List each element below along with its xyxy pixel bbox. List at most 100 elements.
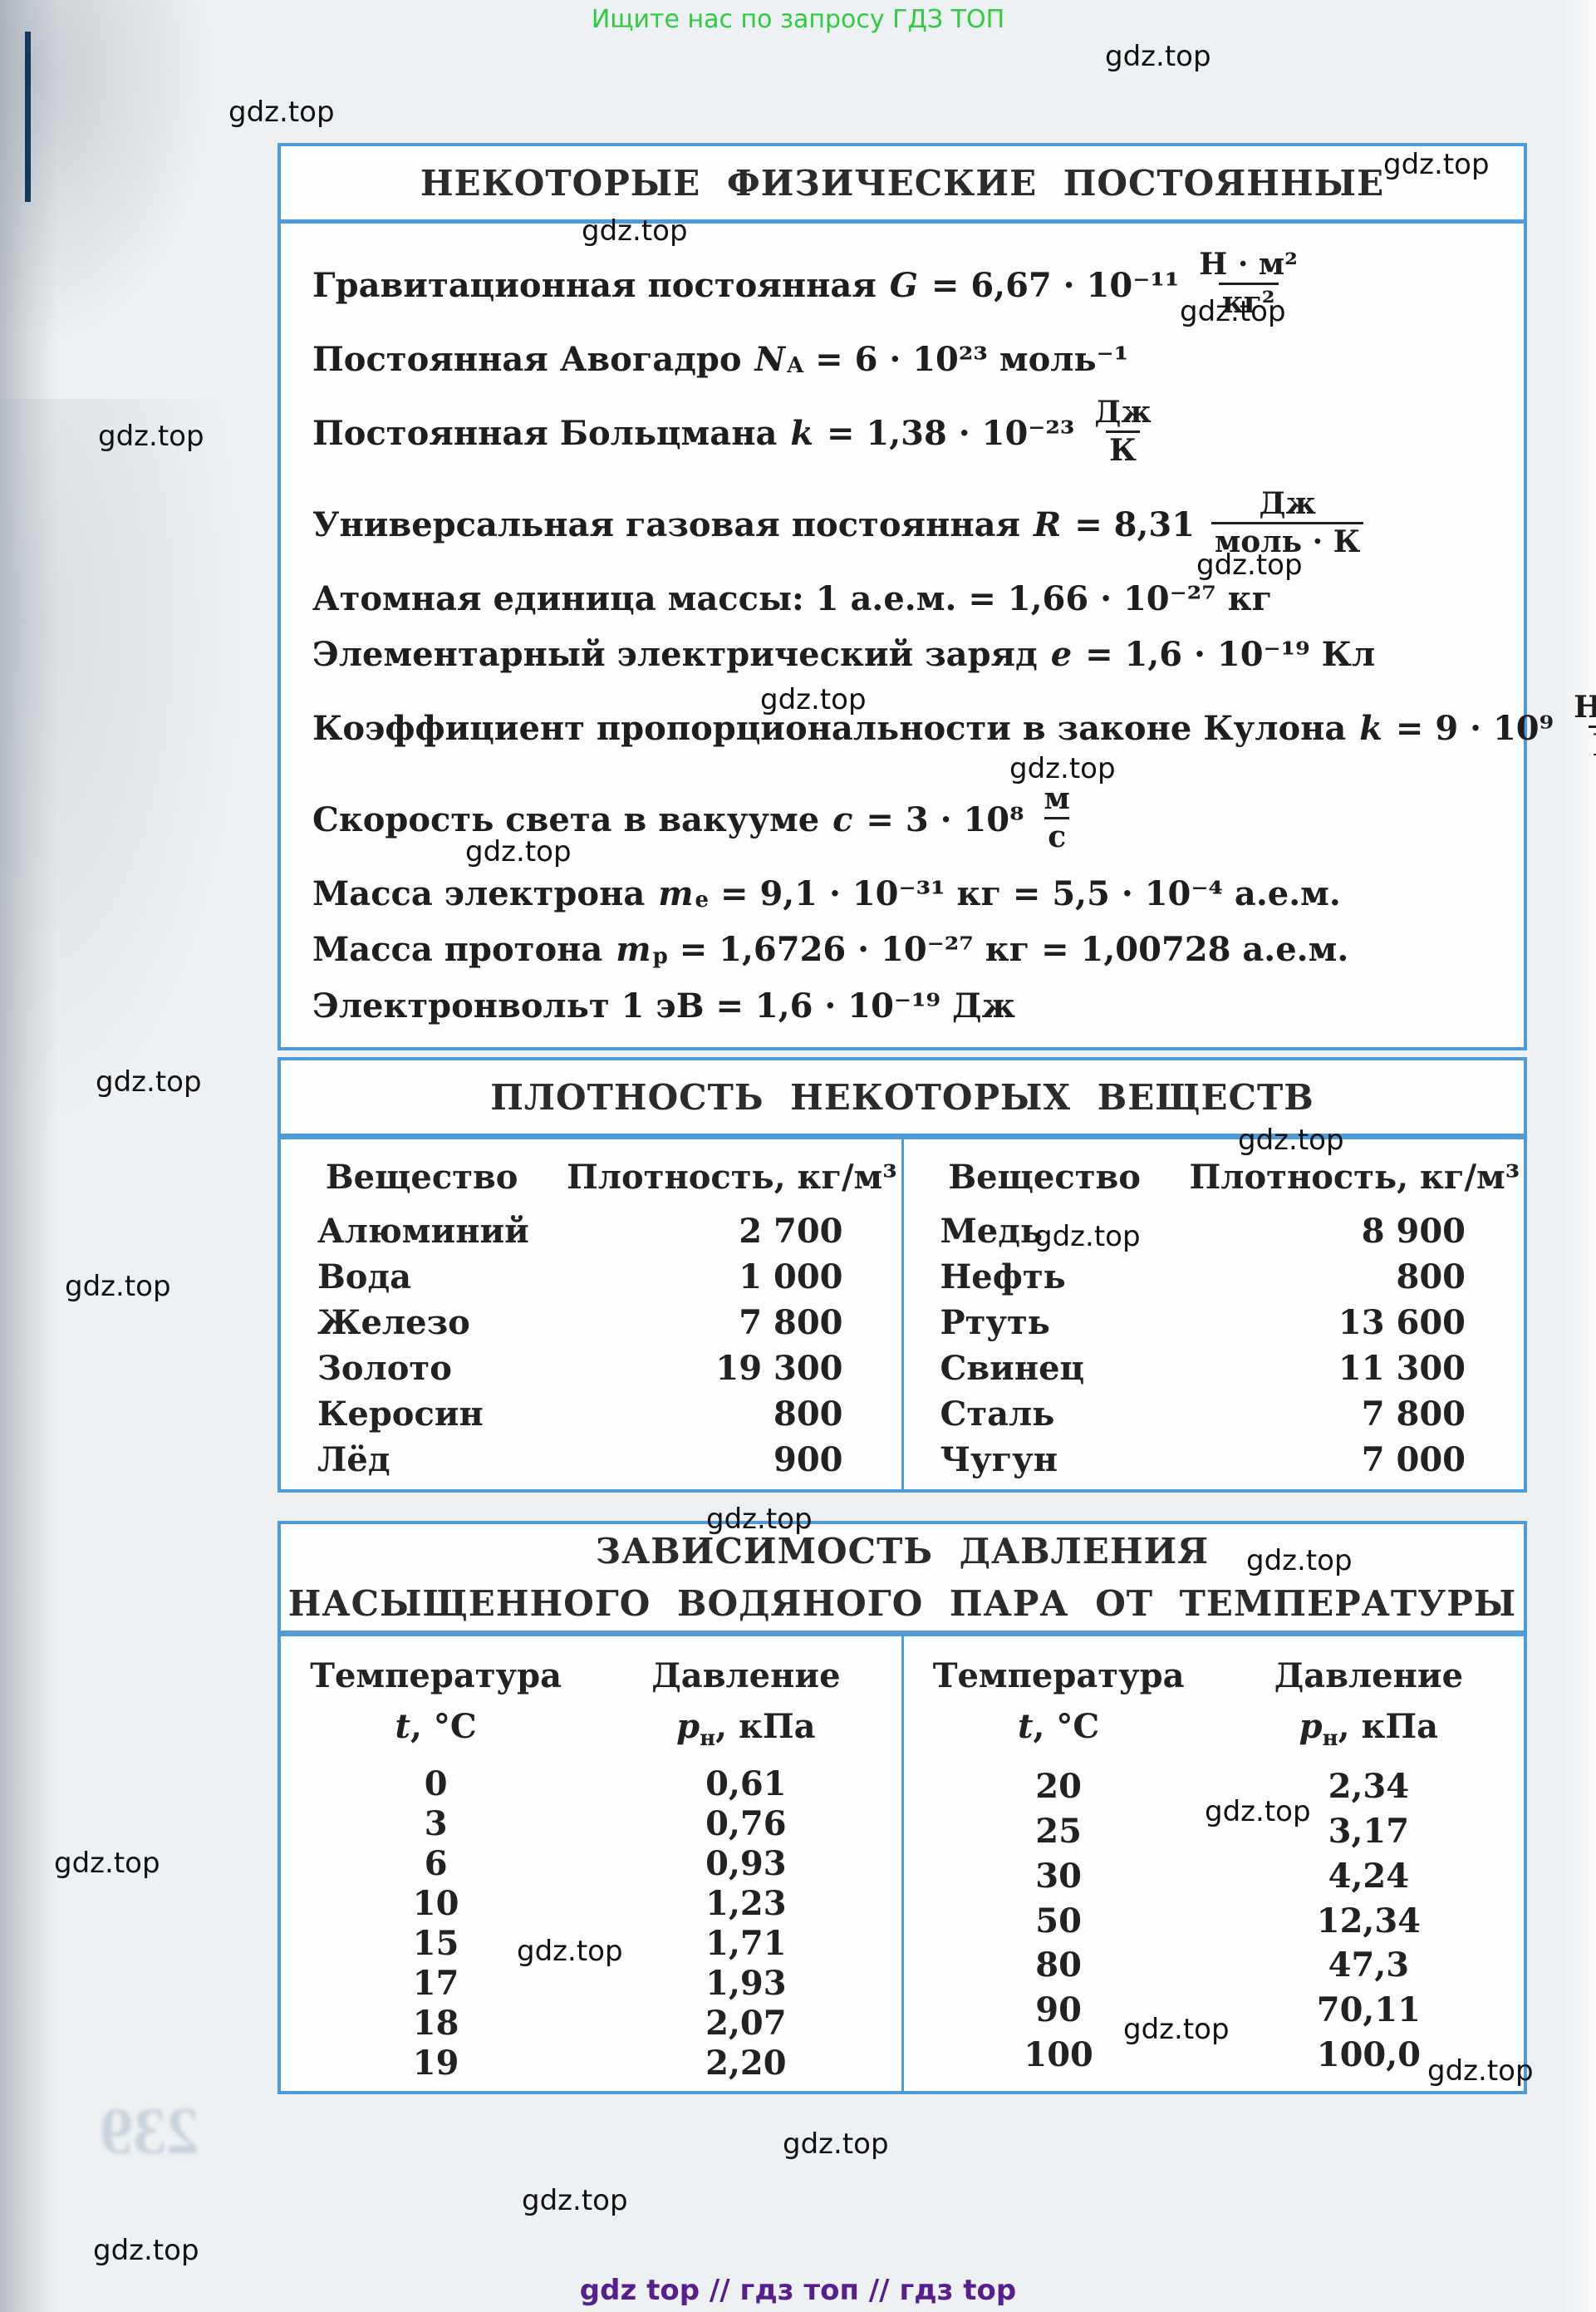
watermark: gdz.top [1123, 2013, 1230, 2046]
table-row: Ртуть 13 600 [940, 1303, 1466, 1342]
table-row: 80 47,3 [1035, 1946, 1410, 1985]
constant-row-boltzmann: Постоянная Больцмана k = 1,38 · 10⁻²³ Дж… [312, 394, 1504, 470]
scan-ink-stroke [25, 32, 31, 202]
table-row: Чугун 7 000 [940, 1440, 1466, 1479]
watermark: gdz.top [65, 1270, 171, 1303]
density-table-title: ПЛОТНОСТЬ НЕКОТОРЫХ ВЕЩЕСТВ [281, 1060, 1524, 1139]
table-row: 25 3,17 [1035, 1812, 1410, 1852]
table-row: Золото 19 300 [317, 1349, 843, 1388]
watermark: gdz.top [54, 1847, 160, 1880]
constant-row-coulomb: Коэффициент пропорциональности в законе … [312, 690, 1596, 765]
watermark: gdz.top [1196, 548, 1303, 582]
table-row: 10 1,23 [412, 1884, 787, 1924]
fraction: Н · м² кг² [1199, 247, 1298, 321]
vapor-right-rows: 20 2,34 25 3,17 30 4,24 50 12,34 80 47,3 90 70… [904, 1764, 1525, 2091]
table-row: 50 12,34 [1035, 1901, 1421, 1941]
col-temperature-unit: t, °C [395, 1707, 477, 1746]
watermark: gdz.top [93, 2234, 199, 2267]
watermark: gdz.top [1034, 1220, 1141, 1253]
vapor-left-header: Температура Давление t, °C pн, кПа [281, 1636, 901, 1764]
constant-row-elementary-charge: Элементарный электрический заряд e = 1,6… [312, 635, 1376, 675]
constants-list: Гравитационная постоянная G = 6,67 · 10⁻… [281, 224, 1596, 1047]
col-density: Плотность, кг/м³ [567, 1158, 897, 1197]
watermark: gdz.top [582, 214, 688, 248]
table-row: Сталь 7 800 [940, 1395, 1466, 1434]
col-substance: Вещество [325, 1158, 518, 1197]
col-substance: Вещество [948, 1158, 1141, 1197]
density-right-half: Вещество Плотность, кг/м³ Медь 8 900 Нефт… [904, 1139, 1525, 1491]
table-row: 17 1,93 [412, 1963, 787, 2003]
constants-table-title: НЕКОТОРЫЕ ФИЗИЧЕСКИЕ ПОСТОЯННЫЕ [281, 146, 1524, 224]
watermark: gdz.top [1180, 295, 1286, 328]
constants-table: НЕКОТОРЫЕ ФИЗИЧЕСКИЕ ПОСТОЯННЫЕ Гравитац… [277, 143, 1596, 1050]
density-left-rows: Алюминий 2 700 Вода 1 000 Железо 7 800 Золо… [281, 1208, 901, 1491]
table-row: Свинец 11 300 [940, 1349, 1466, 1388]
vapor-title-line1: ЗАВИСИМОСТЬ ДАВЛЕНИЯ [595, 1531, 1210, 1572]
col-temperature-unit: t, °C [1018, 1707, 1100, 1746]
density-table-body: Вещество Плотность, кг/м³ Алюминий 2 700 … [281, 1139, 1524, 1491]
table-row: Вода 1 000 [317, 1257, 843, 1296]
watermark: gdz.top [98, 420, 204, 453]
table-row: 6 0,93 [424, 1844, 787, 1884]
vapor-right-half: Температура Давление t, °C pн, кПа 20 2,3… [904, 1636, 1525, 2091]
col-pressure: Давление [1274, 1656, 1464, 1695]
vapor-table-title: ЗАВИСИМОСТЬ ДАВЛЕНИЯ НАСЫЩЕННОГО ВОДЯНОГ… [281, 1524, 1524, 1636]
watermark: gdz.top [96, 1065, 202, 1099]
table-row: 0 0,61 [424, 1764, 787, 1804]
table-row: Алюминий 2 700 [317, 1212, 843, 1251]
col-density: Плотность, кг/м³ [1189, 1158, 1520, 1197]
constant-row-gravitational: Гравитационная постоянная G = 6,67 · 10⁻… [312, 247, 1504, 322]
table-row: 100 100,0 [1024, 2034, 1421, 2074]
scan-left-shadow [0, 0, 58, 2312]
density-table: ПЛОТНОСТЬ НЕКОТОРЫХ ВЕЩЕСТВ Вещество Пло… [277, 1057, 1527, 1493]
watermark: gdz.top [760, 683, 867, 716]
watermark: gdz.top [465, 835, 572, 868]
vapor-table-body: Температура Давление t, °C pн, кПа 0 0,61… [281, 1636, 1524, 2091]
table-row: 30 4,24 [1035, 1856, 1410, 1896]
table-row: 3 0,76 [424, 1804, 787, 1844]
watermark: gdz.top [1205, 1795, 1311, 1828]
constant-row-amu: Атомная единица массы: 1 а.е.м. = 1,66 ·… [312, 578, 1273, 618]
table-row: 90 70,11 [1035, 1990, 1421, 2030]
watermark: gdz.top [1105, 40, 1211, 73]
table-row: Медь 8 900 [940, 1212, 1466, 1251]
scan-corner-blot [0, 0, 216, 349]
table-row: Керосин 800 [317, 1395, 843, 1434]
watermark: gdz.top [1383, 148, 1490, 181]
watermark: gdz.top [228, 96, 335, 129]
vapor-right-header: Температура Давление t, °C pн, кПа [904, 1636, 1525, 1764]
watermark: gdz.top [706, 1503, 813, 1536]
table-row: 20 2,34 [1035, 1767, 1410, 1807]
watermark: gdz.top [1009, 752, 1116, 785]
density-left-half: Вещество Плотность, кг/м³ Алюминий 2 700 … [281, 1139, 904, 1491]
table-row: 19 2,20 [412, 2043, 787, 2083]
table-row: Железо 7 800 [317, 1303, 843, 1342]
col-pressure: Давление [651, 1656, 841, 1695]
fraction: Дж моль · К [1211, 486, 1364, 560]
scan-right-edge [1563, 0, 1596, 2312]
col-pressure-unit: pн, кПа [1299, 1707, 1439, 1751]
density-left-header: Вещество Плотность, кг/м³ [281, 1139, 901, 1208]
col-temperature: Температура [932, 1656, 1185, 1695]
vapor-left-rows: 0 0,61 3 0,76 6 0,93 10 1,23 15 1,71 17 1,93 1… [281, 1764, 901, 2091]
density-right-header: Вещество Плотность, кг/м³ [904, 1139, 1525, 1208]
watermark: gdz.top [783, 2128, 889, 2161]
watermark: gdz.top [517, 1935, 623, 1968]
watermark: gdz.top [522, 2184, 628, 2217]
promo-header: Ищите нас по запросу ГДЗ ТОП [591, 5, 1005, 34]
vapor-left-half: Температура Давление t, °C pн, кПа 0 0,61… [281, 1636, 904, 2091]
watermark: gdz.top [1427, 2054, 1534, 2088]
watermark: gdz.top [1246, 1544, 1353, 1577]
fraction: Дж К [1094, 394, 1152, 468]
table-row: Нефть 800 [940, 1257, 1466, 1296]
constant-row-electronvolt: Электронвольт 1 эВ = 1,6 · 10⁻¹⁹ Дж [312, 986, 1015, 1026]
vapor-pressure-table: ЗАВИСИМОСТЬ ДАВЛЕНИЯ НАСЫЩЕННОГО ВОДЯНОГ… [277, 1521, 1527, 2094]
scan-mid-blot [0, 399, 249, 1147]
vapor-title-line2: НАСЫЩЕННОГО ВОДЯНОГО ПАРА ОТ ТЕМПЕРАТУРЫ [287, 1583, 1517, 1624]
density-right-rows: Медь 8 900 Нефть 800 Ртуть 13 600 Свинец 11 … [904, 1208, 1525, 1491]
